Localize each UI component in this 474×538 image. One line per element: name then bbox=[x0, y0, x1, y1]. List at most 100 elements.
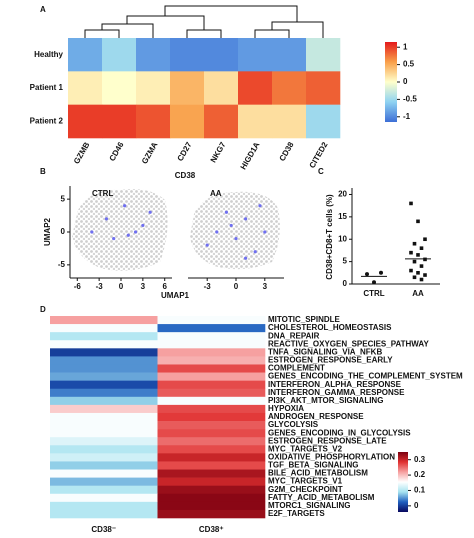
heatmap-cell bbox=[306, 71, 341, 105]
colorbar bbox=[398, 452, 408, 512]
point bbox=[423, 237, 427, 242]
heatmap-cell bbox=[157, 340, 266, 349]
point bbox=[148, 210, 152, 214]
facet-title: CTRL bbox=[92, 189, 113, 198]
x-tick-label: CTRL bbox=[363, 289, 384, 298]
heatmap-cell bbox=[102, 104, 137, 139]
point bbox=[423, 273, 427, 277]
heatmap-cell bbox=[157, 396, 266, 406]
y-tick-label: 5 bbox=[61, 194, 66, 203]
point bbox=[253, 250, 257, 254]
point bbox=[409, 201, 413, 206]
point bbox=[379, 270, 383, 275]
column-label: GZMB bbox=[72, 140, 92, 165]
colorbar bbox=[385, 42, 397, 122]
panel-label: D bbox=[40, 305, 46, 314]
panel-label: B bbox=[40, 167, 46, 176]
row-label: HYPOXIA bbox=[268, 404, 304, 413]
column-label: CD38⁻ bbox=[91, 525, 116, 534]
point bbox=[126, 233, 130, 237]
row-label: OXIDATIVE_PHOSPHORYLATION bbox=[268, 453, 395, 462]
y-tick-label: 5 bbox=[343, 257, 348, 266]
dendrogram bbox=[84, 5, 324, 38]
y-tick-label: 20 bbox=[338, 190, 347, 199]
heatmap-cell bbox=[272, 104, 307, 139]
row-label: MYC_TARGETS_V2 bbox=[268, 444, 343, 453]
y-tick-label: 0 bbox=[61, 227, 66, 236]
heatmap-cell bbox=[50, 324, 158, 333]
heatmap-cell bbox=[157, 445, 266, 454]
heatmap-cell bbox=[157, 324, 266, 333]
heatmap-cell bbox=[157, 380, 266, 390]
point bbox=[141, 223, 145, 228]
column-label: GZMA bbox=[140, 140, 160, 165]
heatmap-cell bbox=[204, 104, 239, 139]
panel-label: A bbox=[40, 5, 46, 14]
heatmap-cell bbox=[238, 104, 273, 139]
row-label: Patient 2 bbox=[30, 116, 64, 125]
heatmap-cell bbox=[102, 38, 137, 72]
row-label: MITOTIC_SPINDLE bbox=[268, 315, 341, 324]
row-label: BILE_ACID_METABOLISM bbox=[268, 469, 368, 478]
heatmap-cell bbox=[50, 509, 158, 519]
column-label: NKG7 bbox=[209, 140, 228, 164]
facet-title: AA bbox=[210, 189, 222, 198]
heatmap-cell bbox=[157, 356, 266, 365]
colorbar-tick-label: -1 bbox=[403, 112, 411, 121]
x-tick-label: 6 bbox=[162, 282, 167, 291]
point bbox=[372, 280, 376, 285]
heatmap-cell bbox=[157, 509, 266, 519]
column-label: CD46 bbox=[108, 140, 126, 163]
column-label: CITED2 bbox=[308, 140, 330, 170]
heatmap-cell bbox=[50, 485, 158, 495]
heatmap-cell bbox=[157, 477, 266, 486]
point bbox=[416, 253, 420, 257]
heatmap-cell bbox=[306, 38, 341, 72]
y-tick-label: 10 bbox=[338, 234, 347, 243]
heatmap-cell bbox=[170, 38, 205, 72]
point bbox=[112, 236, 116, 241]
heatmap-cell bbox=[272, 38, 307, 72]
heatmap-cell bbox=[157, 332, 266, 341]
point bbox=[244, 256, 248, 260]
heatmap-cell bbox=[157, 316, 266, 325]
heatmap-cell bbox=[157, 404, 266, 414]
row-label: ANDROGEN_RESPONSE bbox=[268, 412, 364, 421]
heatmap-cell bbox=[68, 38, 103, 72]
colorbar-tick-label: -0.5 bbox=[403, 95, 417, 104]
point bbox=[244, 217, 248, 221]
point bbox=[409, 268, 413, 273]
heatmap-cell bbox=[136, 38, 171, 72]
row-label: Healthy bbox=[34, 50, 63, 59]
point bbox=[365, 272, 369, 277]
heatmap-cell bbox=[68, 71, 103, 105]
y-tick-label: 15 bbox=[338, 212, 347, 221]
row-label: COMPLEMENT bbox=[268, 364, 325, 373]
point bbox=[133, 230, 138, 234]
point bbox=[416, 271, 420, 275]
heatmap-cell bbox=[50, 501, 158, 511]
heatmap-cell bbox=[238, 38, 273, 72]
point bbox=[123, 204, 127, 208]
heatmap-cell bbox=[157, 421, 266, 430]
heatmap-cell bbox=[50, 348, 158, 357]
point bbox=[224, 210, 228, 214]
point bbox=[234, 236, 238, 241]
heatmap-cell bbox=[50, 332, 158, 341]
heatmap-cell bbox=[157, 453, 266, 462]
row-label: INTERFERON_GAMMA_RESPONSE bbox=[268, 388, 405, 397]
row-label: MYC_TARGETS_V1 bbox=[268, 477, 343, 486]
x-tick-label: 0 bbox=[234, 282, 239, 291]
heatmap-cell bbox=[50, 316, 158, 325]
row-label: Patient 1 bbox=[30, 83, 64, 92]
umap-title: CD38 bbox=[175, 171, 196, 180]
heatmap-cell bbox=[170, 71, 205, 105]
row-label: ESTROGEN_RESPONSE_EARLY bbox=[268, 356, 393, 365]
point bbox=[412, 275, 417, 280]
point bbox=[90, 230, 94, 234]
colorbar-tick-label: 0 bbox=[403, 77, 408, 86]
heatmap-cell bbox=[157, 493, 266, 503]
heatmap-cell bbox=[50, 364, 158, 373]
heatmap-cell bbox=[50, 388, 158, 398]
